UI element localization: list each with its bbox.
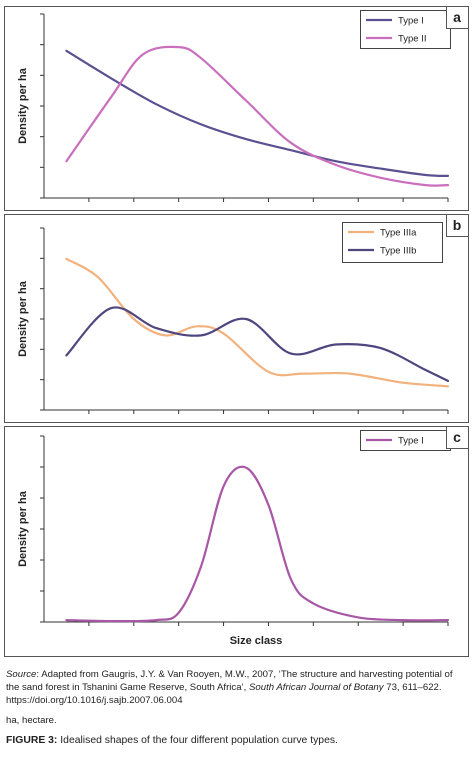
figure-text: Idealised shapes of the four different p… — [57, 735, 338, 746]
y-axis-label: Density per ha — [17, 280, 29, 357]
panel-letter: a — [453, 9, 461, 25]
legend-label: Type IIIa — [380, 228, 417, 239]
source-caption: Source: Adapted from Gaugris, J.Y. & Van… — [6, 668, 468, 707]
series-line-type-i — [65, 49, 450, 177]
y-axis-label: Density per ha — [17, 490, 29, 567]
panel-letter: c — [453, 429, 461, 445]
legend-label: Type I — [398, 436, 424, 447]
panel-letter: b — [453, 217, 462, 233]
legend-label: Type I — [398, 16, 424, 27]
panel-letter-box — [446, 6, 469, 29]
source-text-1: : Adapted from Gaugris, J.Y. & Van Rooye… — [6, 669, 453, 693]
legend: Type I Type II — [360, 10, 451, 49]
legend-box — [342, 222, 443, 263]
y-axis-label: Density per ha — [17, 67, 29, 144]
legend-label: Type IIIb — [380, 246, 416, 257]
legend-box — [360, 10, 451, 49]
source-journal: South African Journal of Botany — [249, 682, 384, 693]
panel-letter-box — [446, 426, 469, 449]
chart-panel-b: Density per ha Type IIIa Type IIIb b — [4, 214, 469, 423]
legend: Type I — [360, 430, 451, 451]
legend: Type IIIa Type IIIb — [342, 222, 443, 263]
source-text-2: 73, 611–622. https://doi.org/10.1016/j.s… — [6, 682, 442, 706]
abbreviation-note: ha, hectare. — [6, 715, 57, 726]
legend-label: Type II — [398, 34, 427, 45]
panel-frame — [4, 426, 469, 657]
figure-caption: FIGURE 3: Idealised shapes of the four d… — [6, 734, 468, 747]
series-line-type-iiib — [65, 306, 450, 382]
series-line-type-ii — [65, 45, 450, 187]
chart-panel-c: Density per ha Size class Type I c — [4, 426, 469, 657]
chart-panel-a: Density per ha Type I Type II a — [4, 6, 469, 211]
series-line-type-i — [65, 465, 450, 623]
source-label: Source — [6, 669, 37, 680]
figure-label: FIGURE 3: — [6, 735, 58, 746]
x-axis-label: Size class — [230, 635, 283, 647]
panel-letter-box — [446, 214, 469, 237]
